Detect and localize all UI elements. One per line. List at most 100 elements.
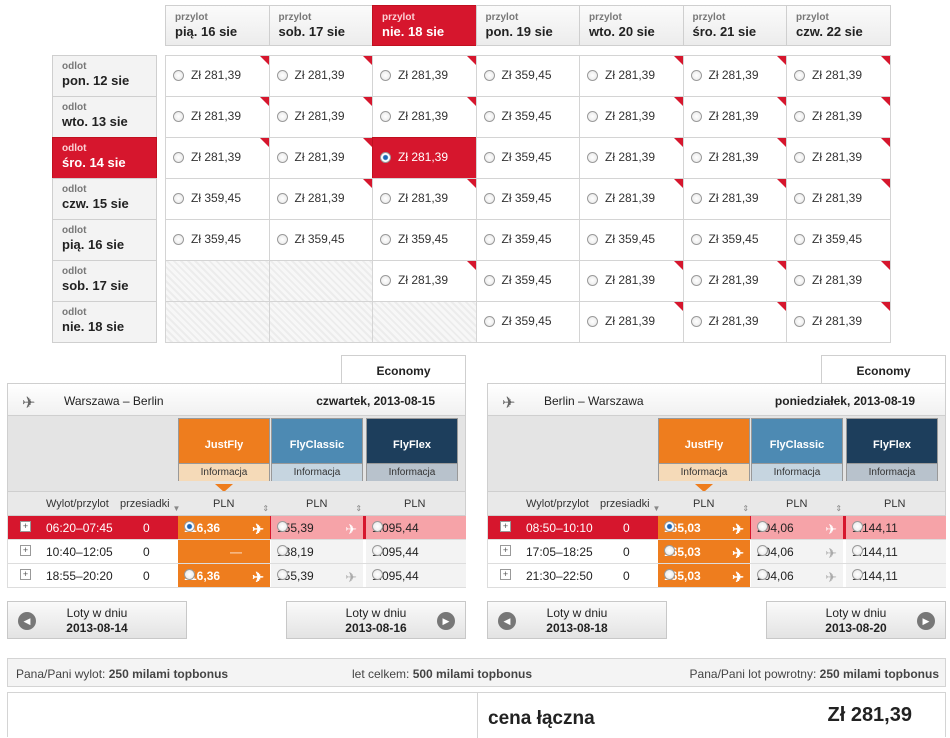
price-cell[interactable]: Zł 281,39	[165, 137, 270, 179]
times-header[interactable]: Wylot/przylot	[526, 498, 589, 510]
price-cell[interactable]: Zł 281,39	[682, 260, 787, 302]
price-cell[interactable]: Zł 281,39	[165, 55, 270, 97]
fare-type-flyclassic[interactable]: FlyClassic Informacja	[751, 418, 843, 481]
fare-radio[interactable]	[690, 316, 702, 327]
price-cell[interactable]: Zł 281,39	[682, 137, 787, 179]
price-cell[interactable]: Zł 281,39	[372, 260, 477, 302]
price-cell[interactable]: Zł 281,39	[579, 96, 684, 138]
fare-radio[interactable]	[757, 545, 768, 556]
justfly-currency-header[interactable]: PLN ⇕	[213, 498, 269, 513]
fare-type-justfly[interactable]: JustFly Informacja	[178, 418, 270, 481]
flyflex-price-cell[interactable]: 1.144,11	[846, 540, 946, 563]
fare-radio[interactable]	[380, 193, 391, 204]
price-cell[interactable]: Zł 359,45	[165, 219, 270, 261]
departure-date-header[interactable]: odlot nie. 18 sie	[52, 301, 157, 343]
price-cell[interactable]: Zł 281,39	[682, 301, 787, 343]
fare-radio[interactable]	[483, 275, 495, 286]
flight-row[interactable]: +10:40–12:05 0 — 188,19 1.095,44	[7, 540, 466, 564]
fare-radio[interactable]	[690, 193, 702, 204]
arrival-date-header[interactable]: przylot wto. 20 sie	[579, 5, 684, 46]
departure-date-header[interactable]: odlot śro. 14 sie	[52, 137, 157, 179]
economy-tab[interactable]: Economy	[341, 355, 466, 384]
price-cell[interactable]: Zł 281,39	[786, 178, 891, 220]
price-cell[interactable]: Zł 359,45	[165, 178, 270, 220]
flyclassic-price-cell[interactable]: 204,06 ✈	[751, 540, 843, 563]
fare-radio[interactable]	[690, 275, 702, 286]
price-cell[interactable]: Zł 281,39	[579, 55, 684, 97]
fare-radio[interactable]	[587, 70, 598, 81]
expand-icon[interactable]: +	[500, 521, 511, 532]
price-cell[interactable]: Zł 281,39	[372, 178, 477, 220]
fare-radio[interactable]	[690, 111, 702, 122]
flight-row[interactable]: +08:50–10:10 0 165,03 ✈ 204,06 ✈ 1.144,11	[487, 516, 946, 540]
fare-radio[interactable]	[757, 569, 768, 580]
fare-radio[interactable]	[483, 152, 495, 163]
fare-info-link[interactable]: Informacja	[367, 463, 457, 481]
previous-day-button[interactable]: ◀ Loty w dniu 2013-08-14	[7, 601, 187, 639]
fare-radio[interactable]	[664, 569, 675, 580]
departure-date-header[interactable]: odlot wto. 13 sie	[52, 96, 157, 138]
price-cell[interactable]: Zł 359,45	[475, 301, 580, 343]
arrival-date-header[interactable]: przylot śro. 21 sie	[682, 5, 787, 46]
justfly-price-cell[interactable]: 116,36 ✈	[178, 564, 270, 587]
expand-icon[interactable]: +	[20, 545, 31, 556]
fare-radio[interactable]	[173, 152, 184, 163]
fare-radio[interactable]	[173, 70, 184, 81]
price-cell[interactable]: Zł 281,39	[579, 137, 684, 179]
flyflex-price-cell[interactable]: 1.095,44	[366, 516, 466, 539]
flight-row[interactable]: +06:20–07:45 0 116,36 ✈ 155,39 ✈ 1.095,44	[7, 516, 466, 540]
flyclassic-price-cell[interactable]: 188,19	[271, 540, 363, 563]
flyclassic-price-cell[interactable]: 204,06 ✈	[751, 564, 843, 587]
price-cell[interactable]: Zł 359,45	[372, 219, 477, 261]
flyclassic-currency-header[interactable]: PLN ⇕	[786, 498, 842, 513]
justfly-price-cell[interactable]: 165,03 ✈	[658, 540, 750, 563]
price-cell[interactable]: Zł 281,39	[268, 178, 373, 220]
price-cell[interactable]: Zł 281,39	[786, 96, 891, 138]
fare-radio[interactable]	[483, 234, 495, 245]
fare-radio[interactable]	[690, 234, 702, 245]
price-cell[interactable]: Zł 281,39	[268, 96, 373, 138]
price-cell[interactable]: Zł 281,39	[372, 137, 477, 179]
fare-radio[interactable]	[276, 111, 288, 122]
flyclassic-price-cell[interactable]: 155,39 ✈	[271, 564, 363, 587]
fare-radio[interactable]	[276, 70, 288, 81]
price-cell[interactable]: Zł 359,45	[475, 55, 580, 97]
flyclassic-price-cell[interactable]: 204,06 ✈	[751, 516, 843, 539]
flyclassic-currency-header[interactable]: PLN ⇕	[306, 498, 362, 513]
price-cell[interactable]: Zł 359,45	[786, 219, 891, 261]
fare-radio[interactable]	[276, 152, 288, 163]
price-cell[interactable]: Zł 359,45	[475, 137, 580, 179]
fare-radio[interactable]	[380, 111, 391, 122]
fare-radio[interactable]	[664, 521, 675, 532]
previous-day-button[interactable]: ◀ Loty w dniu 2013-08-18	[487, 601, 667, 639]
price-cell[interactable]: Zł 281,39	[786, 301, 891, 343]
fare-radio[interactable]	[664, 545, 675, 556]
price-cell[interactable]: Zł 281,39	[165, 96, 270, 138]
price-cell[interactable]: Zł 281,39	[268, 137, 373, 179]
fare-radio[interactable]	[794, 234, 805, 245]
arrival-date-header[interactable]: przylot sob. 17 sie	[268, 5, 373, 46]
fare-type-flyflex[interactable]: FlyFlex Informacja	[366, 418, 458, 481]
fare-radio[interactable]	[372, 545, 383, 556]
price-cell[interactable]: Zł 281,39	[579, 178, 684, 220]
fare-radio[interactable]	[587, 111, 598, 122]
expand-icon[interactable]: +	[500, 569, 511, 580]
departure-date-header[interactable]: odlot pon. 12 sie	[52, 55, 157, 97]
fare-radio[interactable]	[587, 316, 598, 327]
fare-radio[interactable]	[173, 234, 184, 245]
fare-radio[interactable]	[794, 193, 805, 204]
justfly-price-cell[interactable]: 116,36 ✈	[178, 516, 270, 539]
fare-type-flyclassic[interactable]: FlyClassic Informacja	[271, 418, 363, 481]
expand-icon[interactable]: +	[500, 545, 511, 556]
departure-date-header[interactable]: odlot czw. 15 sie	[52, 178, 157, 220]
stops-header[interactable]: przesiadki ▼	[120, 498, 180, 513]
arrival-date-header[interactable]: przylot pią. 16 sie	[165, 5, 270, 46]
price-cell[interactable]: Zł 359,45	[579, 219, 684, 261]
price-cell[interactable]: Zł 359,45	[475, 96, 580, 138]
fare-radio[interactable]	[173, 111, 184, 122]
fare-radio[interactable]	[794, 111, 805, 122]
price-cell[interactable]: Zł 281,39	[682, 178, 787, 220]
fare-radio[interactable]	[587, 234, 598, 245]
flyflex-price-cell[interactable]: 1.144,11	[846, 516, 946, 539]
fare-radio[interactable]	[483, 193, 495, 204]
